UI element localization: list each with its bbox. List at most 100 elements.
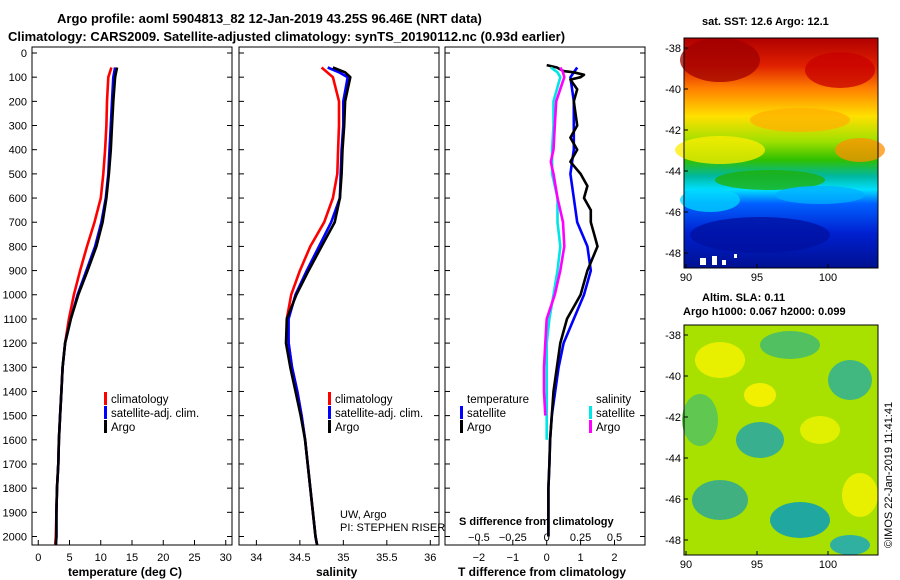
map-y-tick-label: -38 — [665, 43, 681, 55]
temperature-axes-box — [31, 46, 233, 546]
depth-tick-label: 1700 — [3, 459, 27, 471]
temperature-panel: 0100200300400500600700800900100011001200… — [3, 46, 233, 579]
difference-legend: temperature salinity satellite Argo sate… — [460, 394, 635, 434]
map-y-tick-label: -44 — [665, 166, 681, 178]
legend-swatch-argo — [104, 420, 107, 433]
legend-t-argo: Argo — [467, 422, 491, 434]
temperature-series — [53, 67, 119, 545]
depth-tick-label: 1500 — [3, 411, 27, 423]
legend-swatch-s-satellite — [589, 406, 592, 419]
depth-tick-label: 1900 — [3, 507, 27, 519]
temperature-legend: climatology satellite-adj. clim. Argo — [104, 392, 199, 434]
legend-climatology: climatology — [111, 394, 169, 406]
s-difference-ticks: −0.5 −0.25 0 0.25 0.5 — [468, 532, 622, 544]
x-tick-label: 0 — [35, 552, 41, 564]
map-y-tick-label: -44 — [665, 453, 681, 465]
map-x-tick-label: 90 — [680, 272, 692, 284]
difference-axes-box — [444, 46, 646, 546]
depth-tick-label: 100 — [9, 72, 27, 84]
series-line-climatology — [285, 66, 341, 545]
title-line-1: Argo profile: aoml 5904813_82 12-Jan-201… — [57, 11, 482, 26]
depth-tick-label: 700 — [9, 217, 27, 229]
map-x-tick-label: 95 — [751, 559, 763, 571]
depth-tick-label: 200 — [9, 96, 27, 108]
credit-text: ©IMOS 22-Jan-2019 11:41:41 — [883, 402, 895, 548]
map-y-tick-label: -42 — [665, 125, 681, 137]
s-tick-label: 0.25 — [570, 532, 591, 544]
map-x-tick-label: 90 — [680, 559, 692, 571]
series-line-argo — [54, 67, 119, 545]
sst-map-title: sat. SST: 12.6 Argo: 12.1 — [702, 16, 829, 28]
legend-swatch-climatology — [328, 392, 331, 405]
depth-tick-label: 2000 — [3, 531, 27, 543]
legend-temperature-title: temperature — [467, 394, 529, 406]
difference-series — [542, 63, 599, 537]
x-tick-label: 0 — [544, 552, 550, 564]
s-tick-label: −0.25 — [499, 532, 527, 544]
legend-satellite: satellite-adj. clim. — [111, 408, 199, 420]
depth-tick-label: 1100 — [3, 314, 27, 326]
depth-tick-label: 1300 — [3, 362, 27, 374]
legend-swatch-t-satellite — [460, 406, 463, 419]
salinity-legend: climatology satellite-adj. clim. Argo — [328, 392, 423, 434]
x-tick-label: 2 — [611, 552, 617, 564]
x-tick-label: 25 — [188, 552, 200, 564]
x-tick-label: 1 — [578, 552, 584, 564]
legend-climatology: climatology — [335, 394, 393, 406]
depth-ticks: 0 100 200 300 400 500 600 700 800 900 1000 1100 1200… — [3, 48, 232, 543]
legend-s-argo: Argo — [596, 422, 620, 434]
salinity-axes-box — [238, 46, 440, 546]
temperature-ticks: 0 5 10 15 20 25 30 — [35, 540, 232, 564]
sla-map-ticks: -38 -40 -42 -44 -46 -48 90 95 100 — [665, 330, 837, 571]
difference-panel: −2 −1 0 1 2 S difference from climatology −0… — [444, 46, 646, 579]
legend-swatch-satellite — [104, 406, 107, 419]
legend-swatch-s-argo — [589, 420, 592, 433]
map-y-tick-label: -42 — [665, 412, 681, 424]
map-x-tick-label: 100 — [819, 559, 837, 571]
annotation-pi: PI: STEPHEN RISER — [340, 522, 445, 534]
x-tick-label: 5 — [66, 552, 72, 564]
sla-map: Altim. SLA: 0.11 Argo h1000: 0.067 h2000… — [665, 292, 879, 571]
map-x-tick-label: 100 — [819, 272, 837, 284]
salinity-series — [284, 66, 352, 545]
sla-map-title-1: Altim. SLA: 0.11 — [702, 292, 785, 304]
sst-texture — [675, 38, 885, 253]
x-tick-label: 30 — [220, 552, 232, 564]
depth-tick-label: 900 — [9, 266, 27, 278]
legend-s-satellite: satellite — [596, 408, 635, 420]
series-line-salinity-satellite — [545, 66, 562, 440]
x-tick-label: 35 — [337, 552, 349, 564]
map-y-tick-label: -40 — [665, 371, 681, 383]
legend-swatch-argo — [328, 420, 331, 433]
depth-tick-label: 300 — [9, 121, 27, 133]
series-line-climatology — [53, 67, 113, 545]
series-line-temperature-argo — [546, 63, 599, 537]
sla-texture — [682, 331, 878, 555]
legend-swatch-t-argo — [460, 420, 463, 433]
x-tick-label: 34 — [250, 552, 262, 564]
depth-tick-label: 1400 — [3, 386, 27, 398]
legend-argo: Argo — [111, 422, 135, 434]
x-tick-label: −2 — [473, 552, 486, 564]
depth-tick-label: 500 — [9, 169, 27, 181]
x-tick-label: −1 — [507, 552, 520, 564]
depth-tick-label: 600 — [9, 193, 27, 205]
x-tick-label: 36 — [424, 552, 436, 564]
legend-argo: Argo — [335, 422, 359, 434]
s-tick-label: 0 — [544, 532, 550, 544]
s-tick-label: 0.5 — [607, 532, 622, 544]
temperature-xlabel: temperature (deg C) — [68, 565, 182, 579]
title-line-2: Climatology: CARS2009. Satellite-adjuste… — [8, 29, 565, 44]
depth-tick-label: 800 — [9, 241, 27, 253]
map-y-tick-label: -38 — [665, 330, 681, 342]
map-x-tick-label: 95 — [751, 272, 763, 284]
depth-tick-label: 400 — [9, 145, 27, 157]
x-tick-label: 34.5 — [289, 552, 310, 564]
depth-tick-label: 0 — [21, 48, 27, 60]
map-y-tick-label: -46 — [665, 494, 681, 506]
annotation-uw-argo: UW, Argo — [340, 509, 386, 521]
difference-depth-ticks — [445, 52, 645, 537]
sst-map-ticks: -38 -40 -42 -44 -46 -48 90 95 100 — [665, 43, 837, 284]
depth-tick-label: 1600 — [3, 435, 27, 447]
